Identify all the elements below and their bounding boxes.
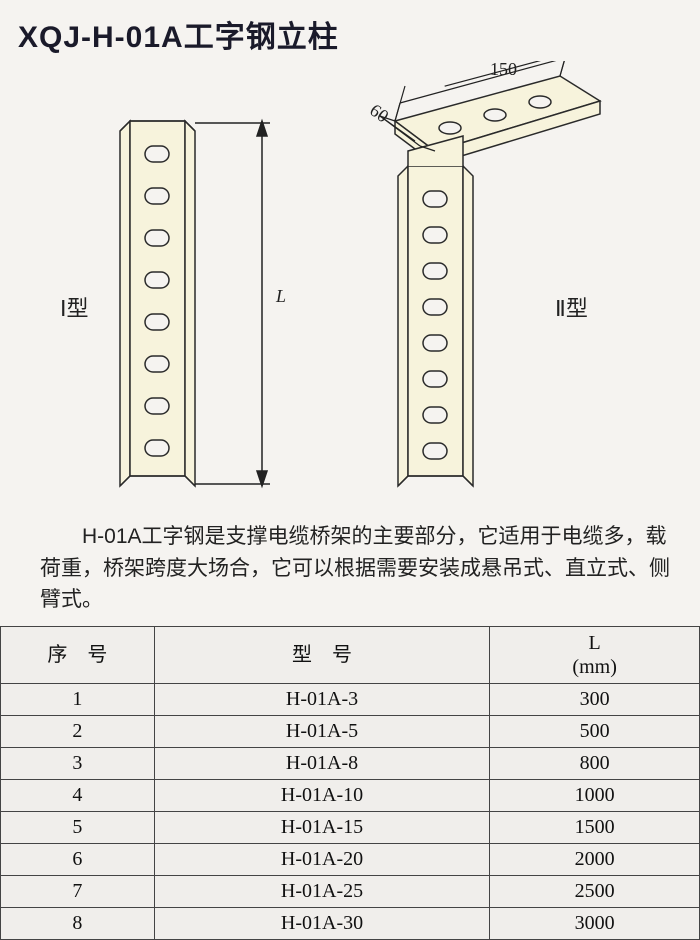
spec-table: 序 号 型 号 L (mm) 1H-01A-33002H-01A-55003H-… (0, 626, 700, 940)
page-title: XQJ-H-01A工字钢立柱 (0, 0, 700, 56)
table-row: 6H-01A-202000 (1, 843, 700, 875)
col-header-model: 型 号 (154, 626, 490, 683)
table-cell: H-01A-3 (154, 683, 490, 715)
type1-label: Ⅰ型 (60, 291, 89, 323)
table-cell: H-01A-30 (154, 907, 490, 939)
table-cell: 8 (1, 907, 155, 939)
diagram-area: Ⅰ型 Ⅱ型 L 150 60 (0, 61, 700, 511)
table-header-row: 序 号 型 号 L (mm) (1, 626, 700, 683)
table-cell: H-01A-15 (154, 811, 490, 843)
table-cell: H-01A-20 (154, 843, 490, 875)
table-row: 2H-01A-5500 (1, 715, 700, 747)
table-cell: 3000 (490, 907, 700, 939)
table-row: 5H-01A-151500 (1, 811, 700, 843)
table-cell: 3 (1, 747, 155, 779)
description-text: H-01A工字钢是支撑电缆桥架的主要部分，它适用于电缆多，载荷重，桥架跨度大场合… (0, 511, 700, 626)
col-header-L: L (mm) (490, 626, 700, 683)
table-cell: 2500 (490, 875, 700, 907)
table-row: 1H-01A-3300 (1, 683, 700, 715)
table-cell: H-01A-5 (154, 715, 490, 747)
table-row: 4H-01A-101000 (1, 779, 700, 811)
table-cell: 800 (490, 747, 700, 779)
table-cell: 2000 (490, 843, 700, 875)
table-row: 3H-01A-8800 (1, 747, 700, 779)
dim-150-label: 150 (490, 59, 517, 80)
table-cell: 2 (1, 715, 155, 747)
table-cell: 300 (490, 683, 700, 715)
col-header-seq: 序 号 (1, 626, 155, 683)
table-cell: 500 (490, 715, 700, 747)
table-cell: 7 (1, 875, 155, 907)
table-cell: 1500 (490, 811, 700, 843)
type2-label: Ⅱ型 (555, 291, 588, 323)
table-cell: H-01A-25 (154, 875, 490, 907)
table-cell: 5 (1, 811, 155, 843)
table-cell: 6 (1, 843, 155, 875)
table-cell: 1 (1, 683, 155, 715)
table-row: 7H-01A-252500 (1, 875, 700, 907)
table-row: 8H-01A-303000 (1, 907, 700, 939)
diagram-svg (0, 61, 700, 511)
table-cell: 1000 (490, 779, 700, 811)
table-cell: H-01A-8 (154, 747, 490, 779)
table-cell: H-01A-10 (154, 779, 490, 811)
table-cell: 4 (1, 779, 155, 811)
dim-L-label: L (276, 286, 286, 307)
